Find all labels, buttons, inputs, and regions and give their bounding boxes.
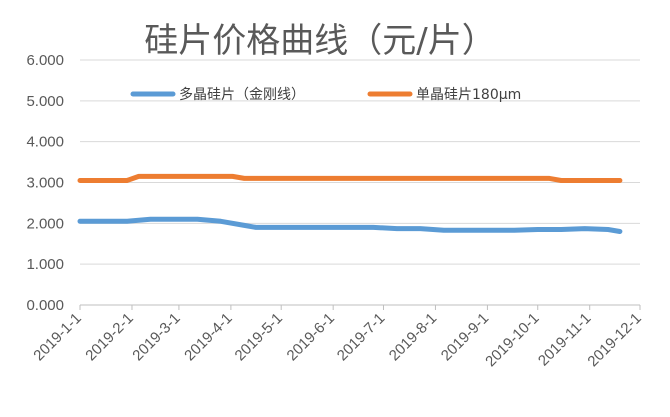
x-tick-label: 2019-1-1 [30,310,84,364]
x-tick-label: 2019-7-1 [334,310,388,364]
x-tick-label: 2019-4-1 [181,310,235,364]
x-tick-label: 2019-3-1 [129,310,183,364]
x-tick-label: 2019-8-1 [386,310,440,364]
series-line [77,216,623,234]
y-tick-label: 1.000 [26,256,64,273]
chart-title: 硅片价格曲线（元/片） [144,21,495,61]
x-tick-label: 2019-2-1 [82,310,136,364]
legend: 多晶硅片（金刚线） 单晶硅片180μm [130,86,521,103]
legend-label: 多晶硅片（金刚线） [179,86,305,103]
y-tick-label: 4.000 [26,134,64,151]
y-axis-ticks: 0.000 1.000 2.000 3.000 4.000 5.000 6.000 [26,52,64,314]
x-axis-ticks: 2019-1-12019-2-12019-3-12019-4-12019-5-1… [30,305,645,370]
legend-label: 单晶硅片180μm [416,87,521,103]
series-line [77,173,623,183]
y-tick-label: 5.000 [26,93,64,110]
y-tick-label: 6.000 [26,52,64,69]
y-tick-label: 0.000 [26,297,64,314]
x-tick-label: 2019-6-1 [284,310,338,364]
y-tick-label: 3.000 [26,175,64,192]
x-tick-label: 2019-10-1 [482,310,542,370]
x-tick-label: 2019-5-1 [232,310,286,364]
y-tick-label: 2.000 [26,215,64,232]
gridlines [80,59,640,306]
x-tick-label: 2019-12-1 [584,310,644,370]
series-lines [77,173,623,234]
